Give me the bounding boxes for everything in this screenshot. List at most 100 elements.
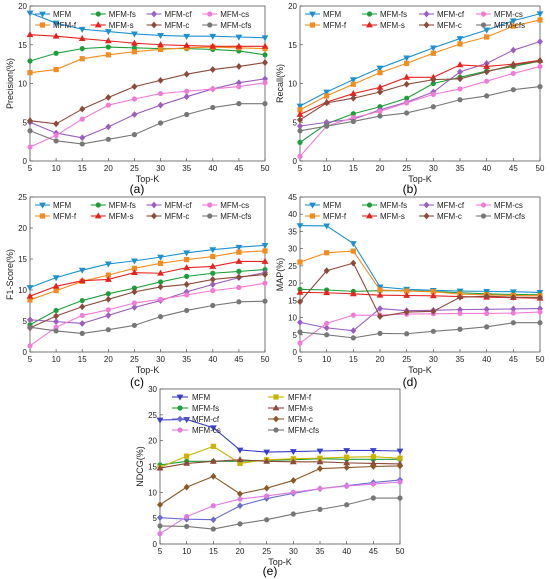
data-point: [131, 258, 138, 265]
data-point: [27, 117, 33, 125]
data-point: [27, 297, 33, 303]
y-tick-label: 10: [18, 286, 27, 295]
data-point: [235, 42, 243, 49]
x-tick-label: 35: [316, 547, 325, 556]
data-point: [457, 75, 463, 83]
legend-marker: [176, 394, 184, 401]
y-tick-label: 15: [148, 463, 157, 472]
legend-label: MFM-cf: [192, 415, 220, 424]
data-point: [317, 465, 323, 472]
x-tick-label: 35: [456, 164, 465, 173]
data-point: [105, 327, 111, 333]
x-tick-label: 30: [156, 355, 165, 364]
data-point: [297, 298, 303, 306]
data-point: [404, 60, 410, 66]
series-line: [159, 445, 401, 469]
series-line: [29, 273, 266, 329]
legend-label: MFM-s: [288, 404, 313, 413]
legend-marker: [480, 11, 487, 17]
data-point: [377, 113, 383, 119]
data-point: [79, 134, 86, 142]
data-point: [376, 291, 384, 298]
data-point: [104, 261, 112, 268]
data-point: [510, 320, 516, 326]
data-point: [376, 83, 384, 90]
data-point: [183, 70, 190, 78]
x-tick-label: 25: [402, 164, 411, 173]
data-point: [510, 23, 516, 29]
legend-marker: [366, 212, 373, 219]
x-tick-label: 50: [261, 164, 270, 173]
data-point: [510, 70, 516, 77]
data-point: [53, 66, 59, 73]
data-point: [183, 281, 190, 288]
legend-marker: [309, 213, 316, 219]
data-point: [209, 33, 217, 40]
data-point: [537, 38, 543, 46]
legend: MFM MFM-fs MFM-cf MFM-cs MFM-f MFM-s MFM-c MFM-…: [305, 201, 525, 221]
legend-label: MFM-fs: [109, 201, 136, 210]
legend-label: MFM-s: [109, 212, 134, 221]
y-tick-label: 30: [288, 245, 297, 254]
data-point: [27, 128, 33, 134]
data-point: [79, 141, 85, 147]
data-point: [184, 88, 190, 94]
data-point: [131, 96, 138, 102]
data-point: [396, 448, 404, 455]
data-point: [157, 90, 164, 97]
data-point: [237, 496, 243, 502]
data-point: [235, 34, 243, 41]
data-point: [236, 101, 242, 107]
data-point: [263, 449, 271, 456]
series-line: [29, 12, 266, 39]
data-point: [403, 308, 410, 316]
data-point: [457, 293, 463, 301]
data-point: [209, 262, 217, 269]
data-point: [297, 340, 303, 346]
data-point: [316, 458, 324, 465]
data-point: [349, 77, 357, 84]
x-tick-label: 15: [78, 164, 87, 173]
data-point: [237, 502, 243, 510]
x-tick-label: 30: [429, 164, 438, 173]
y-axis-title: MAP(%): [275, 258, 285, 292]
data-point: [350, 327, 357, 335]
data-point: [79, 303, 86, 311]
x-tick-label: 25: [130, 164, 139, 173]
data-point: [323, 223, 331, 230]
data-point: [184, 257, 190, 263]
subfigure-caption: (b): [403, 182, 418, 196]
data-point: [343, 448, 351, 455]
data-point: [397, 479, 403, 485]
data-point: [316, 448, 324, 455]
series-line: [299, 291, 541, 299]
data-point: [53, 328, 59, 334]
legend-label: MFM: [323, 10, 342, 19]
legend: MFM MFM-fs MFM-cf MFM-cs MFM-f MFM-s MFM-c MFM-…: [35, 10, 251, 30]
data-point: [53, 50, 59, 56]
legend-label: MFM: [53, 201, 72, 210]
series-mfm-s: [26, 31, 269, 49]
legend-marker: [480, 202, 487, 208]
plot-area: [29, 196, 266, 353]
x-tick-label: 20: [236, 547, 245, 556]
data-point: [210, 86, 216, 92]
data-point: [483, 292, 490, 300]
data-point: [53, 132, 59, 139]
data-point: [105, 102, 111, 108]
y-tick-label: 10: [288, 80, 297, 89]
y-tick-label: 20: [18, 224, 27, 233]
data-point: [510, 305, 517, 313]
series-line: [299, 322, 540, 339]
data-point: [131, 322, 138, 328]
legend-label: MFM-cfs: [220, 21, 251, 30]
data-point: [344, 502, 350, 508]
data-point: [457, 97, 463, 103]
series-line: [299, 86, 541, 132]
data-point: [157, 77, 164, 84]
y-tick-label: 5: [23, 118, 28, 127]
data-point: [157, 260, 164, 266]
data-point: [404, 331, 410, 337]
